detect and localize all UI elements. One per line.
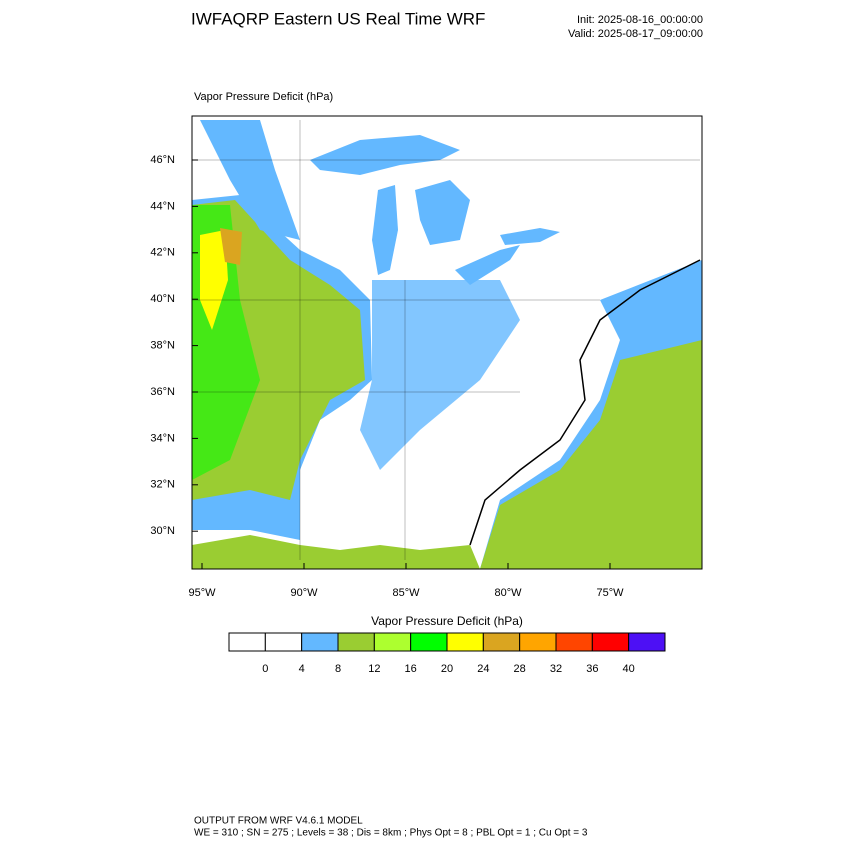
lat-label: 32°N (150, 479, 175, 491)
lake (415, 180, 470, 245)
colorbar-tick-label: 24 (477, 663, 489, 675)
vpd-area (200, 120, 300, 240)
colorbar-tick-label: 36 (586, 663, 598, 675)
footer-line: OUTPUT FROM WRF V4.6.1 MODEL (194, 816, 363, 827)
colorbar-box (591, 632, 630, 652)
colorbar-tick-label: 32 (550, 663, 562, 675)
lake (372, 185, 398, 275)
title: IWFAQRP Eastern US Real Time WRF (191, 9, 485, 28)
init-time: Init: 2025-08-16_00:00:00 (577, 14, 703, 26)
lat-label: 46°N (150, 154, 175, 166)
state-border (192, 120, 700, 560)
vpd-area (220, 228, 242, 265)
colorbar-box (446, 632, 484, 652)
colorbar-box (519, 632, 557, 652)
colorbar-tick-label: 8 (335, 663, 341, 675)
footer-line: WE = 310 ; SN = 275 ; Levels = 38 ; Dis … (194, 828, 588, 839)
colorbar-tick-label: 16 (405, 663, 417, 675)
colorbar-box (373, 632, 412, 652)
colorbar-box (482, 632, 521, 652)
lake (310, 135, 460, 175)
lat-label: 36°N (150, 386, 175, 398)
lake (455, 245, 520, 285)
colorbar-tick-label: 12 (368, 663, 380, 675)
lat-label: 34°N (150, 432, 175, 444)
colorbar-tick-label: 20 (441, 663, 453, 675)
lon-label: 90°W (290, 587, 318, 599)
colorbar-tick-label: 4 (299, 663, 305, 675)
ocean-vpd (480, 340, 702, 569)
lon-label: 85°W (392, 587, 420, 599)
lon-label: 95°W (188, 587, 216, 599)
axes: 46°N 44°N 42°N 40°N 38°N 36°N 34°N 32°N 30°N 95°W… (150, 154, 624, 599)
colorbar-box (337, 632, 375, 652)
coastline (469, 259, 701, 546)
ocean-vpd (192, 535, 480, 569)
colorbar-box (555, 632, 593, 652)
colorbar: 0 4 8 12 16 20 24 28 32 36 40 (228, 632, 666, 675)
colorbar-box (628, 632, 666, 652)
lon-label: 80°W (494, 587, 522, 599)
lat-label: 38°N (150, 340, 175, 352)
colorbar-box (264, 632, 303, 652)
lat-label: 42°N (150, 247, 175, 259)
colorbar-title: Vapor Pressure Deficit (hPa) (371, 614, 523, 628)
map-frame (191, 115, 703, 570)
lake (500, 228, 560, 245)
map (191, 115, 703, 570)
lon-label: 75°W (596, 587, 624, 599)
vpd-area (200, 230, 228, 330)
colorbar-box (301, 632, 339, 652)
colorbar-tick-label: 0 (262, 663, 268, 675)
colorbar-tick-label: 28 (514, 663, 526, 675)
colorbar-box (410, 632, 448, 652)
lat-label: 30°N (150, 525, 175, 537)
plot-label: Vapor Pressure Deficit (hPa) (194, 91, 333, 103)
colorbar-box (228, 632, 266, 652)
lat-label: 44°N (150, 200, 175, 212)
colorbar-tick-label: 40 (623, 663, 635, 675)
vpd-area (360, 280, 520, 470)
valid-time: Valid: 2025-08-17_09:00:00 (568, 28, 703, 40)
lat-label: 40°N (150, 293, 175, 305)
